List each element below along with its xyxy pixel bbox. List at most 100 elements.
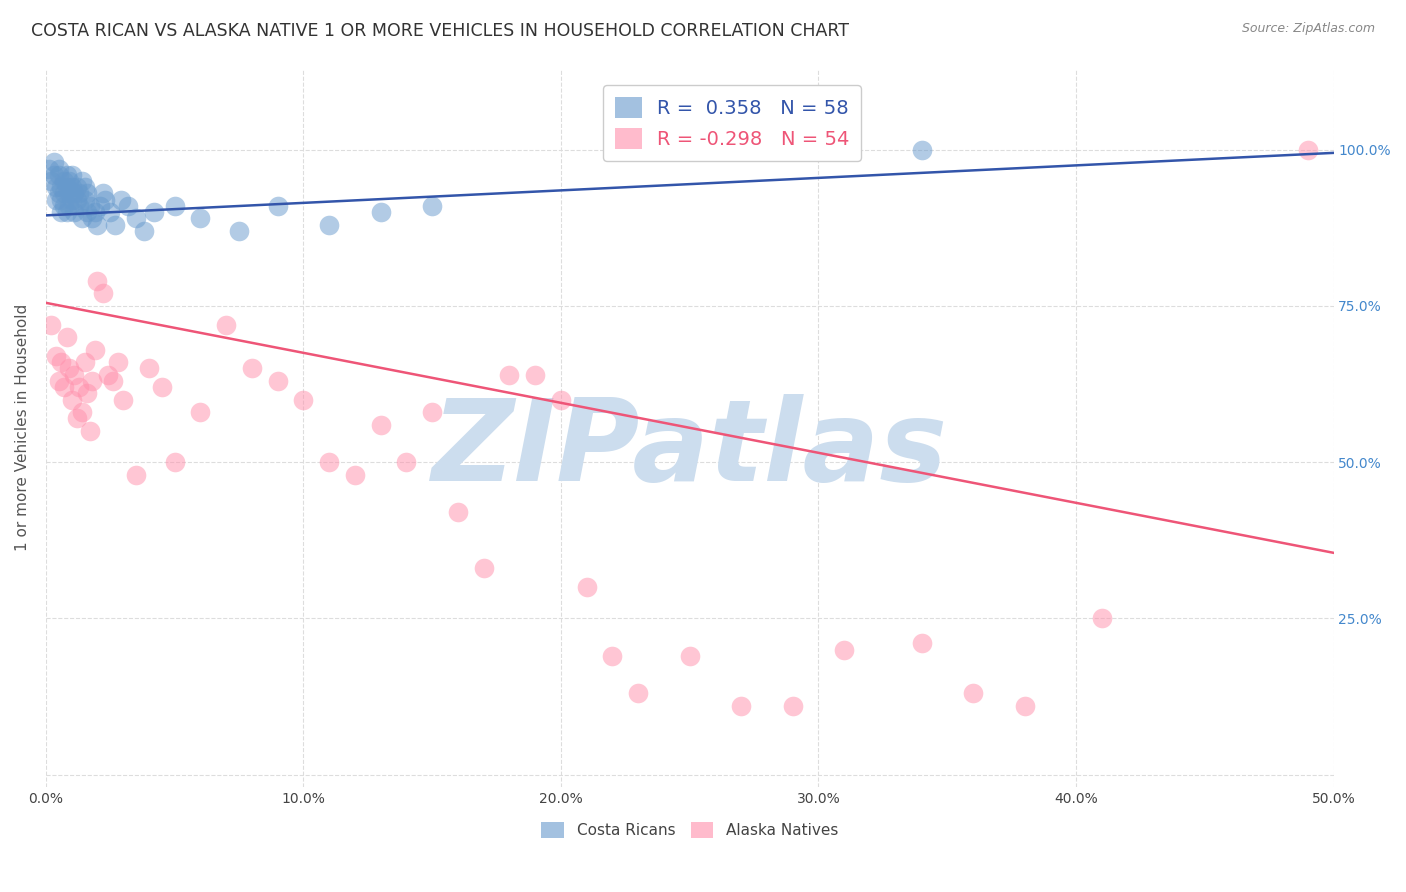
- Point: [60, 168, 83, 182]
- Point: [97, 368, 120, 382]
- Y-axis label: 1 or more Vehicles in Household: 1 or more Vehicles in Household: [15, 304, 30, 551]
- Point: [498, 368, 520, 382]
- Point: [318, 455, 340, 469]
- Point: [76, 386, 98, 401]
- Point: [48, 186, 70, 201]
- Point: [82, 211, 104, 226]
- Point: [86, 274, 108, 288]
- Point: [292, 392, 315, 407]
- Point: [1091, 611, 1114, 625]
- Point: [63, 368, 86, 382]
- Point: [69, 380, 91, 394]
- Point: [51, 355, 73, 369]
- Point: [69, 186, 91, 201]
- Point: [73, 355, 96, 369]
- Point: [45, 180, 67, 194]
- Point: [132, 224, 155, 238]
- Point: [86, 218, 108, 232]
- Point: [1014, 698, 1036, 713]
- Point: [343, 467, 366, 482]
- Point: [58, 186, 80, 201]
- Point: [101, 374, 124, 388]
- Point: [48, 168, 70, 182]
- Point: [42, 155, 65, 169]
- Point: [267, 199, 290, 213]
- Point: [69, 199, 91, 213]
- Point: [51, 193, 73, 207]
- Point: [163, 199, 186, 213]
- Point: [104, 218, 127, 232]
- Point: [60, 392, 83, 407]
- Point: [79, 199, 101, 213]
- Point: [395, 455, 418, 469]
- Point: [472, 561, 495, 575]
- Point: [370, 417, 392, 432]
- Point: [58, 199, 80, 213]
- Point: [602, 648, 624, 663]
- Point: [832, 642, 855, 657]
- Point: [38, 161, 60, 176]
- Point: [53, 199, 76, 213]
- Point: [627, 686, 650, 700]
- Point: [150, 380, 173, 394]
- Point: [39, 174, 62, 188]
- Point: [70, 405, 93, 419]
- Point: [112, 392, 135, 407]
- Point: [962, 686, 984, 700]
- Point: [143, 205, 166, 219]
- Point: [63, 205, 86, 219]
- Text: ZIPatlas: ZIPatlas: [432, 394, 948, 505]
- Point: [55, 330, 77, 344]
- Point: [51, 205, 73, 219]
- Point: [447, 505, 470, 519]
- Point: [45, 193, 67, 207]
- Point: [51, 180, 73, 194]
- Point: [70, 211, 93, 226]
- Text: COSTA RICAN VS ALASKA NATIVE 1 OR MORE VEHICLES IN HOUSEHOLD CORRELATION CHART: COSTA RICAN VS ALASKA NATIVE 1 OR MORE V…: [31, 22, 849, 40]
- Point: [79, 424, 101, 438]
- Point: [53, 186, 76, 201]
- Point: [98, 205, 121, 219]
- Point: [267, 374, 290, 388]
- Point: [110, 193, 132, 207]
- Point: [163, 455, 186, 469]
- Point: [782, 698, 804, 713]
- Point: [83, 205, 105, 219]
- Point: [910, 143, 932, 157]
- Point: [63, 186, 86, 201]
- Point: [55, 205, 77, 219]
- Point: [48, 161, 70, 176]
- Point: [91, 286, 114, 301]
- Point: [138, 361, 160, 376]
- Point: [190, 211, 212, 226]
- Point: [53, 174, 76, 188]
- Point: [58, 174, 80, 188]
- Point: [82, 374, 104, 388]
- Point: [228, 224, 250, 238]
- Point: [910, 636, 932, 650]
- Point: [60, 180, 83, 194]
- Point: [55, 168, 77, 182]
- Point: [91, 186, 114, 201]
- Point: [66, 193, 89, 207]
- Point: [73, 193, 96, 207]
- Point: [125, 211, 148, 226]
- Point: [240, 361, 263, 376]
- Point: [370, 205, 392, 219]
- Point: [73, 180, 96, 194]
- Point: [45, 349, 67, 363]
- Point: [76, 205, 98, 219]
- Point: [190, 405, 212, 419]
- Point: [94, 193, 117, 207]
- Point: [42, 168, 65, 182]
- Point: [76, 186, 98, 201]
- Point: [1296, 143, 1319, 157]
- Point: [55, 180, 77, 194]
- Point: [66, 411, 89, 425]
- Legend: Costa Ricans, Alaska Natives: Costa Ricans, Alaska Natives: [536, 816, 844, 844]
- Point: [58, 361, 80, 376]
- Point: [53, 380, 76, 394]
- Point: [39, 318, 62, 332]
- Point: [117, 199, 139, 213]
- Point: [215, 318, 238, 332]
